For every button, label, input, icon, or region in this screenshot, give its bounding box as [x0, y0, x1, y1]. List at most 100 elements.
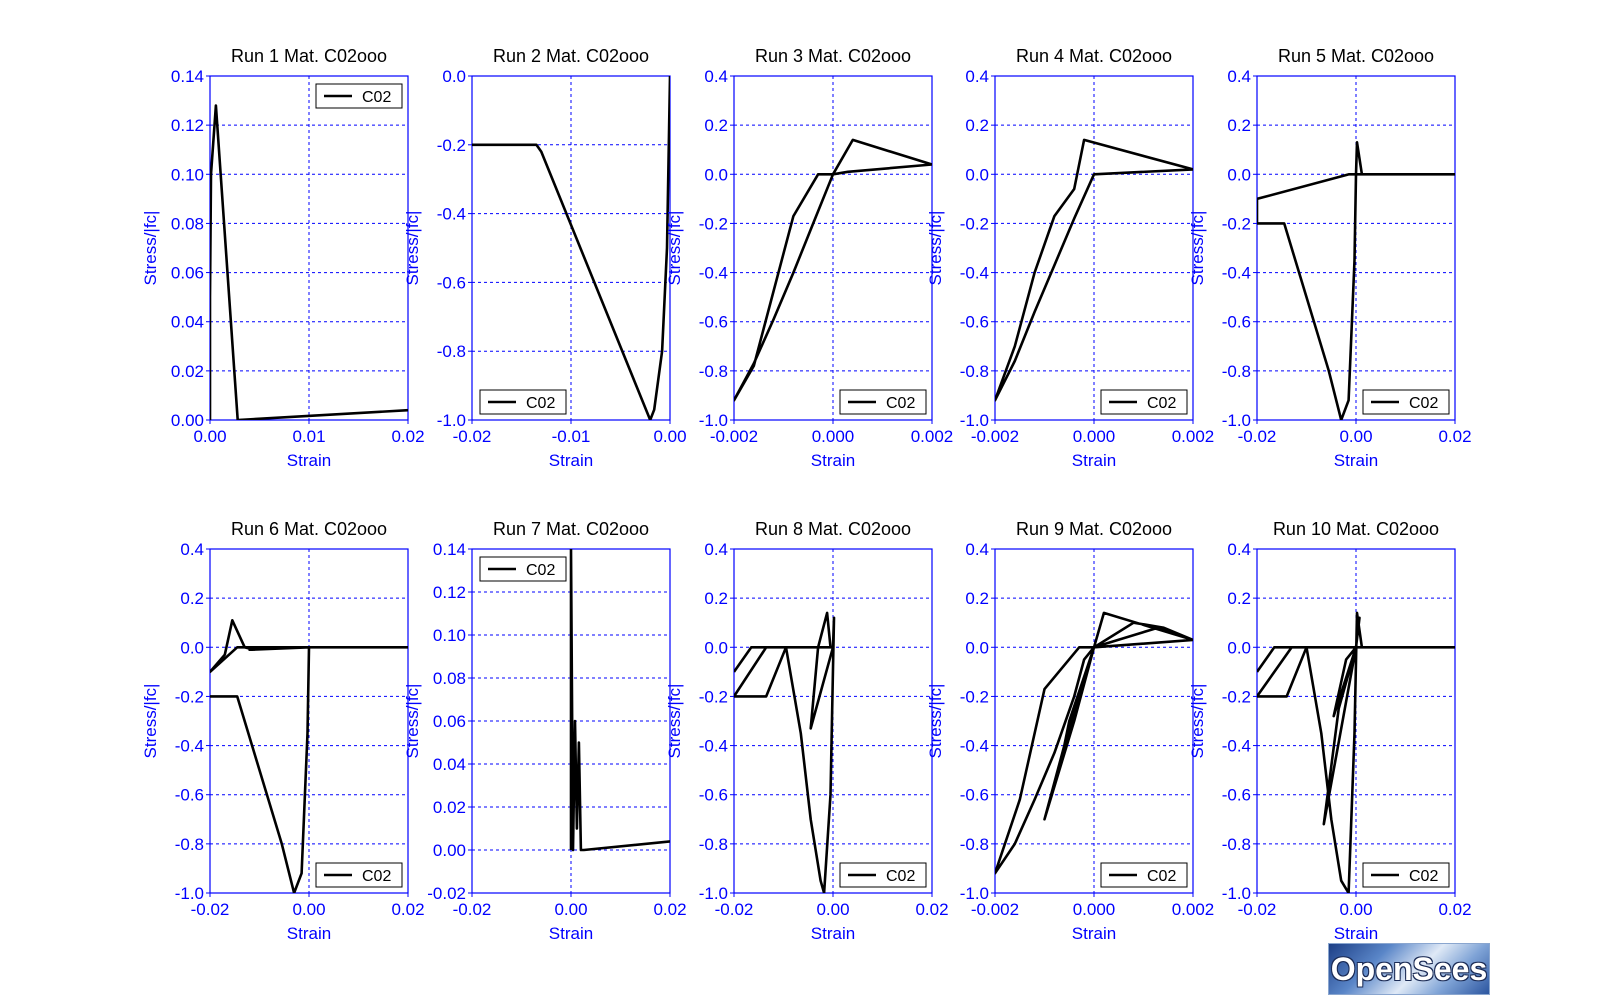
y-tick-label: 0.2 [965, 589, 989, 608]
logo-text: OpenSees [1330, 950, 1488, 987]
x-tick-label: 0.02 [653, 900, 686, 919]
y-tick-label: 0.0 [704, 638, 728, 657]
series-line-1 [1257, 141, 1455, 420]
y-axis-label: Stress/|fc| [926, 211, 945, 286]
legend: C02 [1100, 862, 1188, 888]
y-tick-label: 0.4 [965, 540, 989, 559]
y-tick-label: -0.2 [960, 687, 989, 706]
x-tick-label: 0.00 [554, 900, 587, 919]
y-tick-label: 0.4 [704, 540, 728, 559]
y-tick-label: -1.0 [699, 884, 728, 903]
y-tick-label: -0.2 [960, 214, 989, 233]
x-axis-label: Strain [549, 451, 593, 470]
series-line-1 [734, 138, 932, 402]
y-tick-label: -0.4 [699, 264, 728, 283]
y-tick-label: -1.0 [1222, 884, 1251, 903]
subplot-title: Run 6 Mat. C02ooo [231, 519, 387, 539]
y-tick-label: 0.4 [1227, 67, 1251, 86]
y-axis-label: Stress/|fc| [665, 684, 684, 759]
series-line-1 [210, 618, 408, 893]
x-tick-label: 0.000 [1073, 900, 1116, 919]
y-tick-label: -1.0 [960, 411, 989, 430]
x-axis-label: Strain [1334, 451, 1378, 470]
y-tick-label: 0.00 [171, 411, 204, 430]
y-tick-label: 0.0 [180, 638, 204, 657]
y-tick-label: 0.10 [171, 165, 204, 184]
subplot-title: Run 7 Mat. C02ooo [493, 519, 649, 539]
x-axis-label: Strain [1072, 451, 1116, 470]
series-line-1 [734, 611, 836, 893]
subplot-title: Run 3 Mat. C02ooo [755, 46, 911, 66]
legend-label: C02 [1409, 395, 1438, 412]
legend: C02 [839, 389, 927, 415]
subplot-title: Run 2 Mat. C02ooo [493, 46, 649, 66]
y-tick-label: 0.04 [171, 313, 204, 332]
subplot-6: Run 6 Mat. C02ooo -1.0 -0.8 -0.6 -0.4 -0.2 0.0… [141, 519, 425, 943]
opensees-logo: OpenSees [1328, 943, 1490, 995]
y-axis-label: Stress/|fc| [926, 684, 945, 759]
y-tick-label: 0.0 [965, 165, 989, 184]
x-tick-label: -0.002 [710, 427, 758, 446]
subplot-title: Run 5 Mat. C02ooo [1278, 46, 1434, 66]
series-line-1 [995, 138, 1193, 402]
x-tick-label: -0.002 [971, 900, 1019, 919]
y-axis-label: Stress/|fc| [403, 684, 422, 759]
y-axis-label: Stress/|fc| [1188, 211, 1207, 286]
legend-label: C02 [362, 89, 391, 106]
y-tick-label: -1.0 [1222, 411, 1251, 430]
plot-frame [994, 548, 1194, 894]
subplot-title: Run 10 Mat. C02ooo [1273, 519, 1439, 539]
y-tick-label: -0.4 [437, 205, 466, 224]
legend-box [315, 83, 403, 109]
legend-label: C02 [1409, 868, 1438, 885]
x-tick-label: -0.01 [552, 427, 591, 446]
legend-label: C02 [1147, 868, 1176, 885]
x-tick-label: 0.02 [1438, 900, 1471, 919]
y-tick-label: 0.0 [1227, 638, 1251, 657]
legend: C02 [479, 556, 567, 582]
subplot-title: Run 8 Mat. C02ooo [755, 519, 911, 539]
x-tick-label: -0.02 [453, 900, 492, 919]
plot-frame [471, 75, 671, 421]
y-tick-label: -1.0 [175, 884, 204, 903]
y-tick-label: 0.0 [704, 165, 728, 184]
y-axis-label: Stress/|fc| [403, 211, 422, 286]
y-tick-label: 0.2 [1227, 116, 1251, 135]
y-tick-label: 0.4 [180, 540, 204, 559]
y-tick-label: -0.6 [437, 273, 466, 292]
x-tick-label: 0.00 [816, 900, 849, 919]
subplot-9: Run 9 Mat. C02ooo -1.0 -0.8 -0.6 -0.4 -0.2 0.0… [926, 519, 1214, 943]
y-axis-label: Stress/|fc| [665, 211, 684, 286]
y-tick-label: -0.8 [960, 362, 989, 381]
y-tick-label: 0.10 [433, 626, 466, 645]
y-tick-label: 0.00 [433, 841, 466, 860]
subplot-title: Run 1 Mat. C02ooo [231, 46, 387, 66]
y-tick-label: 0.2 [704, 589, 728, 608]
y-tick-label: -0.6 [1222, 786, 1251, 805]
legend-label: C02 [886, 395, 915, 412]
y-tick-label: -0.4 [1222, 264, 1251, 283]
x-axis-label: Strain [287, 924, 331, 943]
y-tick-label: 0.08 [171, 214, 204, 233]
x-axis-label: Strain [811, 451, 855, 470]
series-line-1 [995, 611, 1193, 875]
y-tick-label: -0.8 [1222, 835, 1251, 854]
subplot-10: Run 10 Mat. C02ooo -1.0 -0.8 -0.6 -0.4 -0.2 0.… [1188, 519, 1472, 943]
legend: C02 [315, 862, 403, 888]
y-tick-label: -0.6 [960, 786, 989, 805]
legend: C02 [1100, 389, 1188, 415]
x-axis-label: Strain [1072, 924, 1116, 943]
y-tick-label: -0.4 [175, 737, 204, 756]
y-tick-label: 0.2 [965, 116, 989, 135]
plot-frame [733, 75, 933, 421]
legend-label: C02 [1147, 395, 1176, 412]
series-line-1 [472, 76, 670, 420]
x-tick-label: 0.00 [1339, 427, 1372, 446]
legend-label: C02 [526, 395, 555, 412]
y-tick-label: -0.4 [1222, 737, 1251, 756]
legend: C02 [839, 862, 927, 888]
subplot-3: Run 3 Mat. C02ooo -1.0 -0.8 -0.6 -0.4 -0.2 0.0… [665, 46, 953, 470]
subplot-1: Run 1 Mat. C02ooo 0.00 0.02 0.04 0.06 0.08 0.1… [141, 46, 425, 470]
x-tick-label: 0.02 [1438, 427, 1471, 446]
